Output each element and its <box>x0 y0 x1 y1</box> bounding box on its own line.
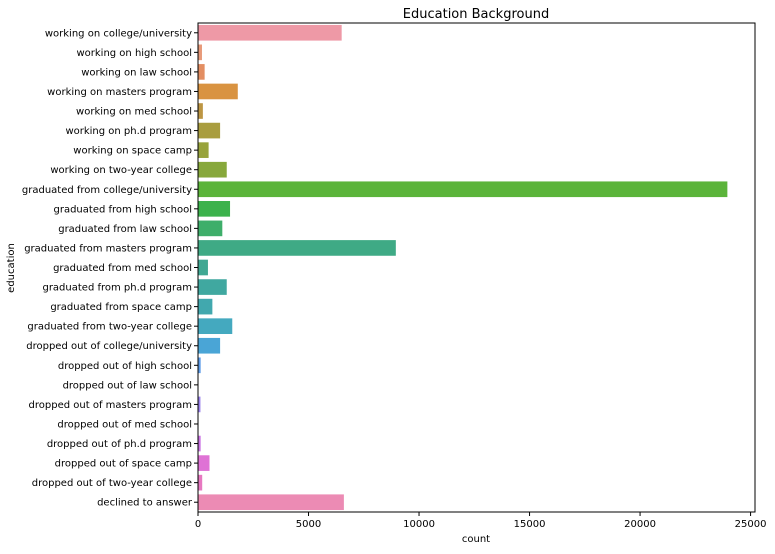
y-tick-label: working on ph.d program <box>65 126 192 137</box>
bar <box>198 318 232 334</box>
bar <box>198 142 209 158</box>
y-tick-label: working on law school <box>81 67 192 78</box>
bar <box>198 260 208 276</box>
plot-frame <box>198 23 755 512</box>
y-tick-label: dropped out of space camp <box>55 459 192 470</box>
y-tick-label: graduated from law school <box>58 224 192 235</box>
bars-layer <box>198 25 727 510</box>
y-tick-label: dropped out of law school <box>63 380 192 391</box>
y-tick-label: working on masters program <box>47 87 192 98</box>
bar <box>198 25 342 41</box>
y-tick-label: working on med school <box>76 107 192 118</box>
x-axis-label: count <box>462 534 490 545</box>
x-tick-label: 5000 <box>296 519 321 530</box>
bar <box>198 103 203 119</box>
bar <box>198 181 727 197</box>
x-tick-label: 25000 <box>735 519 767 530</box>
y-tick-label: graduated from space camp <box>50 302 192 313</box>
x-tick-label: 15000 <box>514 519 546 530</box>
chart-title: Education Background <box>403 7 549 22</box>
y-tick-label: working on high school <box>76 48 192 59</box>
bar <box>198 201 230 217</box>
bar <box>198 84 238 100</box>
y-tick-label: graduated from ph.d program <box>42 283 192 294</box>
y-tick-label: dropped out of two-year college <box>32 478 192 489</box>
x-tick-label: 10000 <box>403 519 435 530</box>
y-tick-label: graduated from masters program <box>24 243 192 254</box>
y-tick-label: dropped out of med school <box>57 419 192 430</box>
bar <box>198 123 220 139</box>
y-axis-label: education <box>6 243 17 293</box>
bar <box>198 455 209 471</box>
y-tick-label: dropped out of high school <box>58 361 192 372</box>
bar <box>198 338 220 354</box>
bar <box>198 494 344 510</box>
y-tick-label: graduated from college/university <box>22 185 192 196</box>
bar <box>198 221 222 237</box>
bar <box>198 475 202 491</box>
bar <box>198 279 227 295</box>
y-tick-label: declined to answer <box>97 498 193 509</box>
bar <box>198 64 205 80</box>
bar <box>198 162 227 178</box>
bar <box>198 45 202 61</box>
x-axis: 0 5000 10000 15000 20000 25000 <box>195 512 767 530</box>
y-axis: working on college/university working on … <box>22 28 198 508</box>
y-tick-label: graduated from med school <box>53 263 192 274</box>
x-tick-label: 0 <box>195 519 201 530</box>
y-tick-label: graduated from two-year college <box>27 322 192 333</box>
y-tick-label: dropped out of ph.d program <box>47 439 192 450</box>
bar <box>198 240 396 256</box>
y-tick-label: working on space camp <box>73 146 192 157</box>
y-tick-label: working on two-year college <box>50 165 192 176</box>
y-tick-label: dropped out of masters program <box>29 400 192 411</box>
y-tick-label: working on college/university <box>45 28 192 39</box>
bar <box>198 299 212 315</box>
x-tick-label: 20000 <box>624 519 656 530</box>
y-tick-label: dropped out of college/university <box>26 341 192 352</box>
y-tick-label: graduated from high school <box>54 204 193 215</box>
